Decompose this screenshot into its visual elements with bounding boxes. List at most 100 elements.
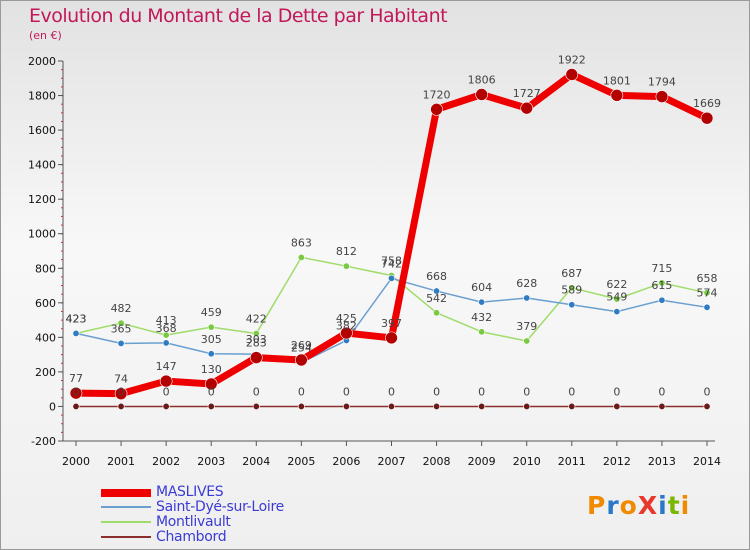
x-tick-label: 2013 [648, 455, 676, 468]
point-montlivault [658, 279, 666, 287]
legend-label-chambord: Chambord [156, 529, 227, 545]
data-label-saint-dye: 368 [156, 322, 177, 335]
data-label-montlivault: 622 [606, 278, 627, 291]
data-label-maslives: 283 [246, 337, 267, 350]
data-labels: 0 0 0 0 0 0 0 0 0 0 0 0 0 0 0 423 482 413 459 422 863 812 758 5… [66, 53, 722, 398]
point-montlivault [523, 337, 531, 345]
legend-swatch-saint-dye [101, 506, 151, 508]
y-tick-label: 200 [35, 366, 56, 379]
point-maslives [204, 377, 218, 391]
point-chambord [72, 402, 80, 410]
logo-letter: r [606, 491, 620, 520]
x-tick-label: 2009 [468, 455, 496, 468]
x-tick-label: 2005 [287, 455, 315, 468]
point-chambord [342, 402, 350, 410]
data-label-montlivault: 687 [561, 267, 582, 280]
data-label-montlivault: 482 [111, 302, 132, 315]
data-label-chambord: 0 [704, 385, 711, 398]
x-tick-label: 2014 [693, 455, 721, 468]
x-tick-label: 2006 [332, 455, 360, 468]
chart-title: Evolution du Montant de la Dette par Hab… [29, 5, 448, 27]
data-label-montlivault: 459 [201, 306, 222, 319]
x-tick-label: 2002 [152, 455, 180, 468]
data-label-montlivault: 422 [246, 313, 267, 326]
y-tick-label: 800 [35, 262, 56, 275]
point-saint-dye [703, 303, 711, 311]
logo-letter: P [587, 491, 607, 520]
point-montlivault [252, 330, 260, 338]
point-saint-dye [162, 339, 170, 347]
point-maslives [655, 90, 669, 103]
point-montlivault [568, 284, 576, 292]
point-saint-dye [72, 329, 80, 337]
data-label-montlivault: 413 [156, 314, 177, 327]
y-tick-label: 400 [35, 331, 56, 344]
data-label-saint-dye: 305 [201, 333, 222, 346]
data-label-maslives: 74 [114, 373, 128, 386]
data-label-saint-dye: 365 [111, 322, 132, 335]
point-maslives [114, 387, 128, 400]
point-saint-dye [207, 350, 215, 358]
data-label-maslives: 397 [381, 317, 402, 330]
data-label-maslives: 1806 [468, 74, 496, 87]
logo-letter: X [637, 491, 659, 520]
point-maslives [430, 103, 443, 116]
data-label-maslives: 425 [336, 312, 357, 325]
legend-swatch-chambord [101, 536, 151, 538]
point-montlivault [117, 319, 125, 327]
point-montlivault [297, 253, 305, 261]
data-label-chambord: 0 [298, 385, 305, 398]
point-maslives [610, 89, 624, 102]
x-tick-label: 2010 [513, 455, 541, 468]
y-tick-label: 1600 [28, 124, 56, 137]
point-maslives [565, 68, 579, 81]
point-saint-dye [568, 301, 576, 309]
data-label-maslives: 269 [291, 339, 312, 352]
point-montlivault [703, 289, 711, 297]
data-label-montlivault: 432 [471, 311, 492, 324]
point-montlivault [478, 328, 486, 336]
logo-letter: o [619, 491, 638, 520]
x-tick-label: 2008 [423, 455, 451, 468]
legend-swatch-maslives [101, 489, 151, 497]
data-label-chambord: 0 [433, 385, 440, 398]
data-label-saint-dye: 549 [606, 291, 627, 304]
x-tick-label: 2011 [558, 455, 586, 468]
data-label-montlivault: 758 [381, 255, 402, 268]
point-chambord [433, 402, 441, 410]
point-chambord [523, 402, 531, 410]
y-tick-label: 1800 [28, 90, 56, 103]
data-label-montlivault: 658 [697, 272, 718, 285]
data-label-maslives: 147 [156, 360, 177, 373]
series-line-maslives [72, 70, 711, 398]
data-label-maslives: 1801 [603, 74, 631, 87]
point-maslives [295, 353, 308, 367]
point-maslives [69, 386, 83, 400]
x-tick-label: 2007 [378, 455, 406, 468]
legend-label-saint-dye: Saint-Dyé-sur-Loire [156, 499, 284, 515]
data-label-chambord: 0 [523, 385, 530, 398]
proxiti-logo: ProXiti [587, 491, 690, 520]
y-tick-label: -200 [31, 435, 56, 448]
point-maslives [249, 351, 263, 364]
data-label-montlivault: 715 [651, 262, 672, 275]
data-label-chambord: 0 [73, 385, 80, 398]
x-tick-label: 2000 [62, 455, 90, 468]
x-tick-label: 2003 [197, 455, 225, 468]
data-label-saint-dye: 574 [697, 286, 718, 299]
chart-unit-label: (en €) [29, 29, 62, 42]
point-saint-dye [433, 287, 441, 295]
data-label-maslives: 1669 [693, 97, 721, 110]
point-montlivault [207, 323, 215, 331]
data-label-chambord: 0 [478, 385, 485, 398]
point-chambord [117, 402, 125, 410]
data-label-chambord: 0 [613, 385, 620, 398]
point-montlivault [162, 331, 170, 339]
data-label-montlivault: 423 [66, 312, 87, 325]
point-saint-dye [613, 308, 621, 316]
series-lines [69, 68, 714, 410]
x-tick-label: 2012 [603, 455, 631, 468]
data-label-saint-dye: 423 [66, 312, 87, 325]
